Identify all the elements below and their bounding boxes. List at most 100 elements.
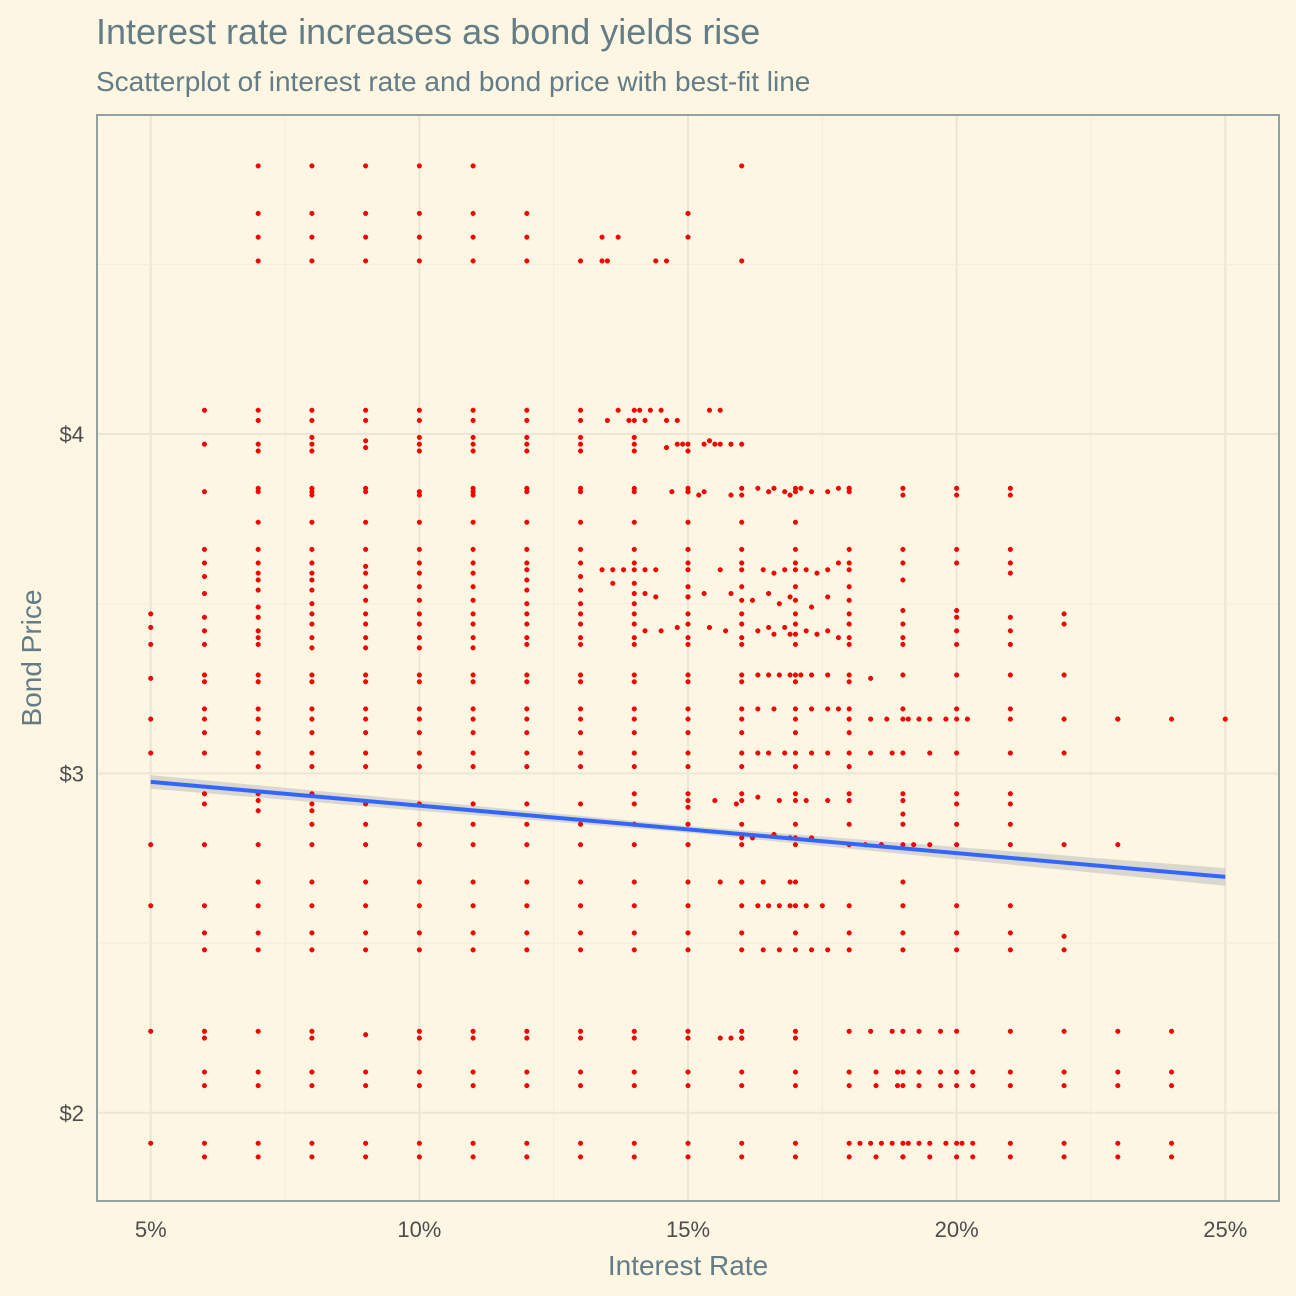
data-point (470, 597, 476, 603)
data-point (255, 842, 261, 848)
data-point (148, 1028, 154, 1034)
data-point (201, 441, 208, 447)
data-point (631, 801, 637, 807)
data-point (309, 879, 315, 885)
data-point (846, 1140, 852, 1146)
data-point (792, 1035, 799, 1041)
data-point (927, 750, 933, 756)
data-point (470, 1154, 476, 1160)
data-point (685, 797, 691, 804)
data-point (782, 750, 788, 756)
data-point (416, 730, 422, 736)
data-point (787, 492, 793, 498)
best-fit-line (150, 779, 1226, 879)
data-point (1168, 1154, 1175, 1160)
data-point (685, 1028, 691, 1034)
data-point (792, 519, 799, 525)
data-point (1007, 930, 1013, 936)
data-point (148, 624, 154, 631)
data-point (739, 1069, 745, 1075)
data-point (937, 1069, 944, 1075)
data-point (900, 546, 906, 552)
data-point (363, 635, 369, 641)
data-point (470, 903, 476, 909)
data-point (363, 210, 369, 216)
data-point (1115, 1140, 1121, 1146)
data-point (416, 947, 422, 953)
data-point (416, 448, 422, 454)
data-point (201, 1028, 208, 1034)
data-point (1061, 933, 1067, 939)
data-point (1007, 492, 1013, 498)
data-point (685, 546, 691, 552)
data-point (470, 258, 476, 264)
data-point (201, 791, 208, 797)
data-point (809, 489, 815, 495)
data-point (900, 879, 906, 885)
data-point (739, 1028, 745, 1034)
data-point (201, 574, 208, 580)
data-point (1007, 1069, 1013, 1075)
data-point (900, 560, 906, 566)
data-point (577, 842, 584, 848)
data-point (309, 808, 315, 814)
data-point (792, 489, 799, 495)
data-point (309, 546, 315, 552)
data-point (577, 489, 584, 495)
data-point (685, 1083, 691, 1089)
data-point (911, 842, 917, 848)
data-point (685, 903, 691, 909)
data-point (760, 567, 766, 573)
data-point (309, 672, 315, 678)
data-point (577, 672, 584, 678)
data-point (766, 624, 772, 631)
panel-border (96, 114, 1280, 1202)
data-point (255, 489, 261, 495)
data-point (470, 750, 476, 756)
data-point (631, 842, 637, 848)
data-point (524, 716, 530, 722)
data-point (201, 947, 208, 953)
data-point (309, 601, 315, 607)
data-point (309, 1069, 315, 1075)
data-point (900, 1083, 906, 1089)
data-point (255, 635, 261, 641)
data-point (201, 672, 208, 678)
data-point (631, 489, 637, 495)
data-point (255, 546, 261, 552)
data-point (712, 797, 718, 804)
data-point (685, 842, 691, 848)
data-point (363, 821, 369, 827)
data-point (309, 163, 315, 169)
data-point (685, 791, 691, 797)
data-point (685, 1069, 691, 1075)
data-point (658, 628, 664, 634)
data-point (792, 672, 799, 678)
data-point (792, 1083, 799, 1089)
data-point (884, 716, 890, 722)
data-point (363, 903, 369, 909)
data-point (416, 903, 422, 909)
data-point (631, 1083, 637, 1089)
data-point (792, 791, 799, 797)
data-point (685, 621, 691, 627)
data-point (674, 417, 680, 423)
data-point (470, 930, 476, 936)
data-point (363, 621, 369, 627)
data-point (255, 163, 261, 169)
data-point (755, 628, 761, 634)
data-point (663, 258, 670, 264)
data-point (954, 791, 960, 797)
data-point (363, 930, 369, 936)
data-point (685, 584, 691, 590)
data-point (470, 879, 476, 885)
data-point (470, 519, 476, 525)
data-point (846, 706, 852, 712)
data-point (954, 492, 960, 498)
data-point (255, 604, 261, 610)
data-point (416, 417, 422, 423)
data-point (739, 750, 745, 756)
data-point (873, 1083, 879, 1089)
data-point (524, 519, 530, 525)
data-point (416, 764, 422, 770)
